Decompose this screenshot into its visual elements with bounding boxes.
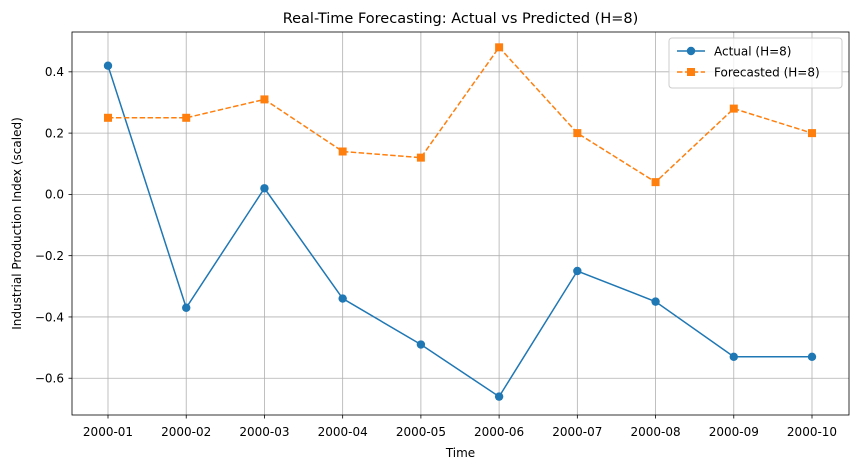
legend: Actual (H=8) Forecasted (H=8) bbox=[668, 37, 843, 89]
data-point bbox=[573, 129, 582, 138]
grid-lines bbox=[72, 32, 849, 415]
y-tick-label: 0.2 bbox=[45, 126, 64, 140]
x-axis-title: Time bbox=[445, 446, 475, 460]
data-point bbox=[729, 352, 738, 361]
legend-marker bbox=[686, 46, 696, 56]
data-point bbox=[104, 113, 112, 122]
data-point bbox=[338, 147, 347, 156]
series-actual bbox=[103, 61, 817, 401]
x-tick-label: 2000-04 bbox=[318, 425, 368, 439]
legend-item: Forecasted (H=8) bbox=[677, 65, 820, 79]
legend-marker bbox=[687, 68, 695, 76]
data-point bbox=[807, 352, 817, 361]
x-axis: 2000-01 2000-02 2000-03 2000-04 2000-05 2000-… bbox=[83, 415, 837, 439]
series-forecasted bbox=[104, 43, 816, 187]
y-tick-label: 0.4 bbox=[45, 65, 64, 79]
series-line bbox=[108, 46, 813, 184]
legend-label: Forecasted (H=8) bbox=[714, 65, 820, 79]
y-axis: −0.6 −0.4 −0.2 0.0 0.2 0.4 bbox=[35, 65, 72, 386]
data-point bbox=[651, 297, 660, 306]
legend-box bbox=[668, 37, 843, 89]
data-point bbox=[495, 43, 504, 52]
y-tick-label: −0.4 bbox=[35, 310, 64, 324]
series-layer bbox=[103, 43, 817, 401]
data-point bbox=[182, 113, 191, 122]
data-point bbox=[260, 95, 269, 104]
plot-frame bbox=[71, 31, 850, 416]
chart-title: Real-Time Forecasting: Actual vs Predict… bbox=[283, 11, 639, 27]
data-point bbox=[494, 392, 504, 401]
x-tick-label: 2000-08 bbox=[630, 425, 680, 439]
data-point bbox=[260, 184, 269, 193]
data-point bbox=[573, 266, 582, 276]
data-point bbox=[808, 129, 816, 138]
x-tick-label: 2000-01 bbox=[83, 425, 133, 439]
x-tick-label: 2000-06 bbox=[474, 425, 524, 439]
x-tick-label: 2000-10 bbox=[787, 425, 837, 439]
x-tick-label: 2000-07 bbox=[552, 425, 602, 439]
x-tick-label: 2000-05 bbox=[396, 425, 446, 439]
data-point bbox=[416, 340, 426, 349]
data-point bbox=[103, 61, 113, 70]
y-tick-label: −0.2 bbox=[35, 249, 64, 263]
legend-item: Actual (H=8) bbox=[677, 44, 791, 58]
data-point bbox=[651, 178, 660, 187]
y-tick-label: −0.6 bbox=[35, 372, 64, 386]
y-tick-label: 0.0 bbox=[45, 188, 64, 202]
legend-label: Actual (H=8) bbox=[714, 44, 791, 58]
data-point bbox=[416, 153, 425, 162]
data-point bbox=[338, 294, 347, 303]
data-point bbox=[182, 303, 191, 312]
x-tick-label: 2000-02 bbox=[161, 425, 211, 439]
data-point bbox=[729, 104, 738, 113]
x-tick-label: 2000-09 bbox=[709, 425, 759, 439]
series-line bbox=[107, 65, 812, 398]
y-axis-title: Industrial Production Index (scaled) bbox=[10, 117, 24, 330]
x-tick-label: 2000-03 bbox=[239, 425, 289, 439]
